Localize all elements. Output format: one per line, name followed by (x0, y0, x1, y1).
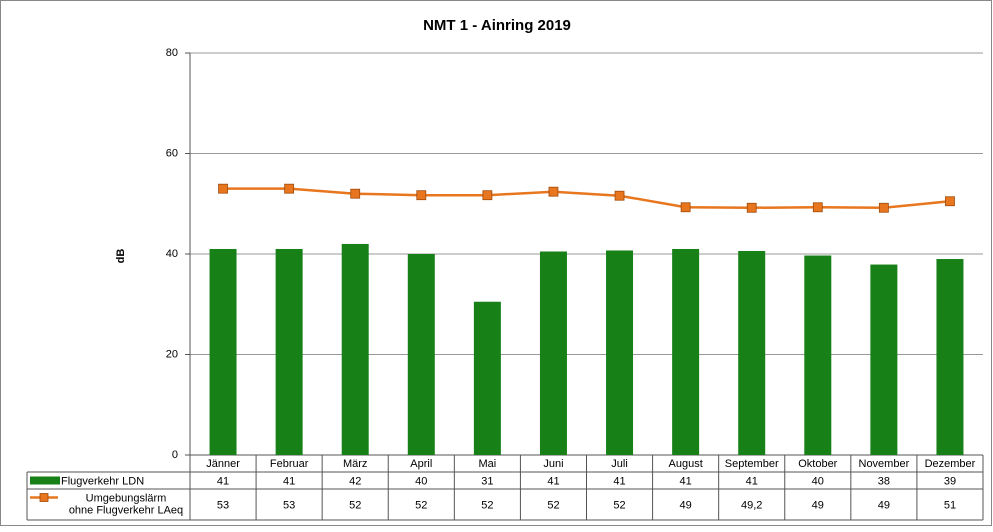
x-tick-label: September (725, 458, 779, 470)
table-value: 52 (349, 499, 361, 511)
y-tick-label: 20 (166, 348, 178, 360)
table-value: 52 (415, 499, 427, 511)
table-value: 39 (944, 475, 956, 487)
table-value: 31 (481, 475, 493, 487)
x-tick-label: Jänner (206, 458, 240, 470)
table-value: 40 (812, 475, 824, 487)
marker (680, 202, 691, 213)
chart-title: NMT 1 - Ainring 2019 (423, 17, 571, 34)
bar (539, 251, 567, 455)
marker (218, 183, 228, 194)
table-value: 49,2 (741, 499, 762, 511)
table-value: 49 (680, 499, 692, 511)
bar (804, 255, 832, 455)
x-tick-label: Oktober (798, 458, 837, 470)
marker (284, 183, 295, 194)
legend-swatch (39, 493, 49, 502)
bar (407, 254, 435, 455)
table-value: 51 (944, 499, 956, 511)
table-value: 41 (680, 475, 692, 487)
x-tick-label: Dezember (925, 458, 976, 470)
y-tick-label: 60 (166, 147, 178, 159)
y-tick-label: 40 (166, 248, 178, 260)
table-value: 41 (746, 475, 758, 487)
table-value: 52 (547, 499, 559, 511)
table-value: 42 (349, 475, 361, 487)
line (223, 187, 951, 210)
bar (209, 248, 237, 455)
bar (606, 250, 634, 455)
x-tick-label: November (859, 458, 910, 470)
x-tick-label: Februar (270, 458, 309, 470)
table-value: 41 (547, 475, 559, 487)
table-value: 40 (415, 475, 427, 487)
legend-label: Flugverkehr LDN (61, 475, 144, 487)
bar (672, 248, 700, 455)
marker (878, 202, 889, 213)
bar (275, 248, 303, 455)
table-value: 53 (217, 499, 229, 511)
bar (738, 250, 766, 455)
bar (473, 301, 501, 455)
table-value: 38 (878, 475, 890, 487)
marker (746, 202, 757, 213)
marker (416, 190, 427, 201)
x-tick-label: Juni (543, 458, 563, 470)
y-axis-label: dB (115, 249, 127, 264)
marker (812, 202, 823, 213)
table-value: 41 (613, 475, 625, 487)
table-value: 53 (283, 499, 295, 511)
x-tick-label: August (669, 458, 703, 470)
x-tick-label: März (343, 458, 367, 470)
x-tick-label: Juli (611, 458, 628, 470)
y-tick-label: 0 (172, 449, 178, 461)
bar (341, 243, 369, 455)
marker (548, 186, 559, 197)
table-value: 52 (613, 499, 625, 511)
x-tick-label: Mai (479, 458, 497, 470)
legend-swatch (30, 476, 60, 485)
marker (945, 196, 955, 207)
table-value: 52 (481, 499, 493, 511)
bar (870, 264, 898, 455)
marker (482, 190, 493, 201)
legend-label: Umgebungslärm ohne Flugverkehr LAeq (69, 492, 183, 516)
table-value: 41 (283, 475, 295, 487)
marker (350, 188, 361, 199)
table-value: 41 (217, 475, 229, 487)
marker (614, 190, 625, 201)
y-tick-label: 80 (166, 47, 178, 59)
table-value: 49 (878, 499, 890, 511)
table-value: 49 (812, 499, 824, 511)
x-tick-label: April (410, 458, 432, 470)
bar (936, 259, 964, 455)
